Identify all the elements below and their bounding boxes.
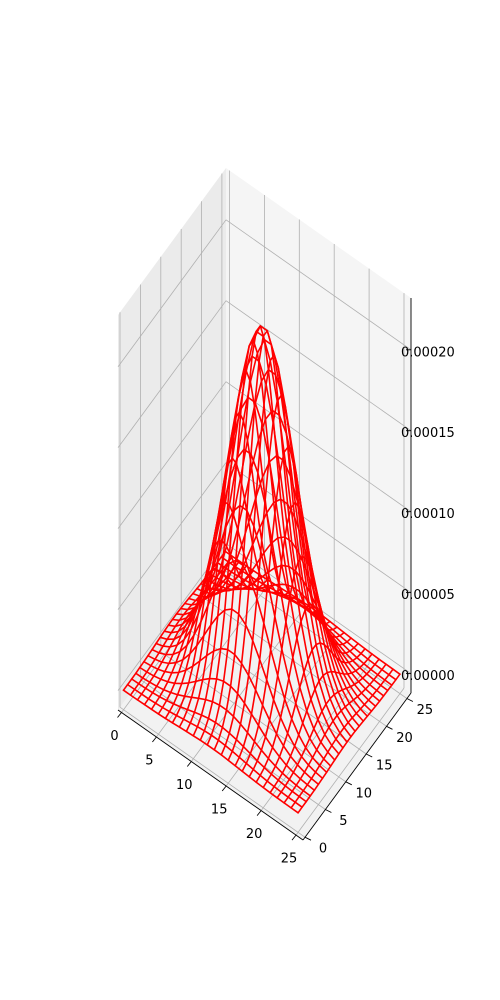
x-tick-label: 25 xyxy=(281,852,298,867)
floor-pane xyxy=(118,563,411,840)
x-tick-label: 10 xyxy=(176,778,193,793)
wire-row xyxy=(122,689,299,814)
wire-row xyxy=(139,666,316,792)
z-gridline-back xyxy=(225,219,412,351)
y-tick-mark xyxy=(406,698,414,702)
wire-row xyxy=(143,647,320,786)
y-axis-line xyxy=(302,692,412,841)
axes xyxy=(117,298,414,841)
wire-row xyxy=(192,454,369,718)
y-tick-label: 5 xyxy=(339,814,347,829)
wire-column xyxy=(262,642,366,789)
wireframe-surface xyxy=(122,325,401,814)
z-tick-label: 0.00005 xyxy=(401,588,455,603)
wire-column xyxy=(276,658,380,799)
z-tick-label: 0.00010 xyxy=(401,507,455,522)
wire-column xyxy=(199,339,304,742)
z-gridline-back xyxy=(225,300,412,432)
wire-column xyxy=(297,673,401,814)
z-gridline-left xyxy=(117,300,227,448)
wire-row xyxy=(147,608,324,780)
wire-column xyxy=(136,560,241,701)
wire-column xyxy=(164,539,269,720)
y-tick-mark xyxy=(345,781,353,786)
wire-column xyxy=(185,411,290,733)
x-tick-mark xyxy=(256,810,262,816)
x-axis-line xyxy=(117,709,304,841)
z-gridline-left xyxy=(117,219,227,368)
x-gridline-floor xyxy=(295,687,405,836)
y-tick-label: 20 xyxy=(396,731,413,746)
y-tick-label: 25 xyxy=(417,703,434,718)
x-tick-mark xyxy=(117,712,122,718)
x-tick-mark xyxy=(221,785,227,792)
y-tick-label: 0 xyxy=(319,842,327,857)
y-tick-mark xyxy=(325,809,332,813)
y-tick-label: 15 xyxy=(376,759,393,774)
x-tick-mark xyxy=(291,834,297,841)
wire-column xyxy=(290,668,394,809)
z-gridline-left xyxy=(117,462,227,610)
y-tick-mark xyxy=(304,836,312,841)
wire-column xyxy=(283,663,387,804)
back-wall-pane xyxy=(226,168,411,693)
x-tick-mark xyxy=(186,761,192,767)
x-tick-label: 20 xyxy=(246,827,263,842)
z-gridline-left xyxy=(117,381,227,529)
y-tick-mark xyxy=(365,753,373,758)
wire-column xyxy=(255,603,359,784)
wire-column xyxy=(213,329,318,751)
z-tick-label: 0.00000 xyxy=(401,669,455,684)
wire-column xyxy=(157,568,262,715)
x-tick-label: 5 xyxy=(145,754,153,769)
wire-column xyxy=(227,394,331,762)
x-tick-label: 15 xyxy=(211,803,228,818)
z-gridline-back xyxy=(225,381,412,513)
wire-column xyxy=(220,354,325,756)
wire-column xyxy=(269,653,373,794)
wire-row xyxy=(130,678,308,803)
axis-panes xyxy=(118,168,411,840)
y-tick-label: 10 xyxy=(356,786,373,801)
z-tick-label: 0.00015 xyxy=(401,426,455,441)
wire-row xyxy=(126,683,303,809)
x-tick-mark xyxy=(152,736,157,743)
x-gridline-floor xyxy=(190,614,300,762)
z-tick-label: 0.00020 xyxy=(401,345,455,360)
y-gridline-floor xyxy=(180,623,367,755)
left-wall-pane xyxy=(118,168,226,710)
x-tick-label: 0 xyxy=(110,729,118,744)
y-tick-mark xyxy=(386,725,393,730)
y-gridline-floor xyxy=(119,706,306,838)
tick-labels: 051015202505101520250.000000.000050.0001… xyxy=(110,345,454,866)
wire-column xyxy=(178,457,283,728)
wire-row xyxy=(135,672,312,797)
wire-column xyxy=(248,555,352,778)
